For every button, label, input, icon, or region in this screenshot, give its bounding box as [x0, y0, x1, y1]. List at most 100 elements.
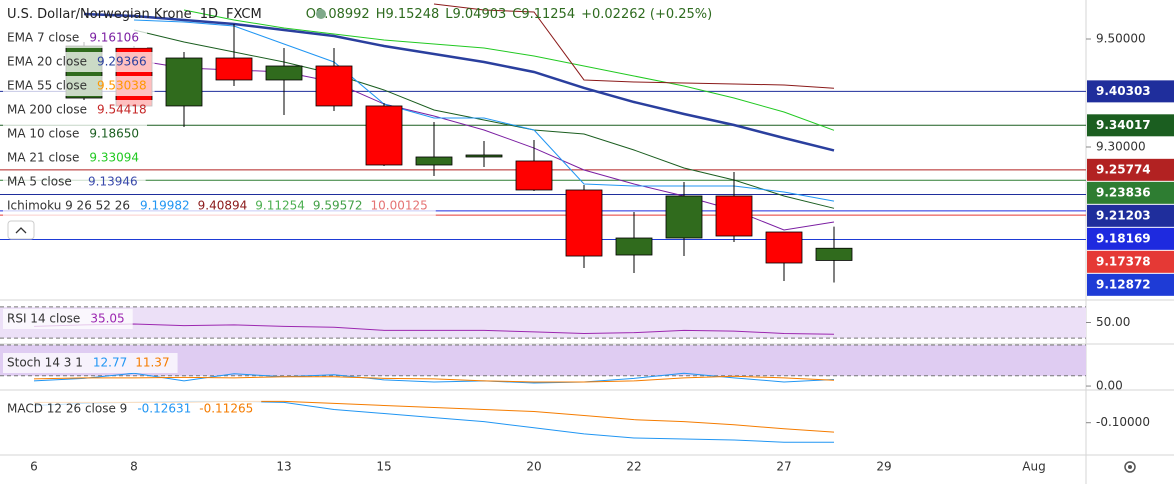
x-tick-label: 20: [526, 460, 541, 474]
legend-background: [3, 124, 147, 144]
legend-row: MA 21 close 9.33094: [3, 148, 147, 168]
legend-background: [3, 196, 436, 216]
legend-row: RSI 14 close 35.05: [3, 309, 133, 329]
candle-body: [815, 247, 853, 261]
indicator-line: [83, 12, 835, 152]
legend-row: Ichimoku 9 26 52 26 9.19982 9.40894 9.11254…: [3, 196, 436, 216]
legend-value: 9.59572: [313, 199, 363, 213]
legend-row: Stoch 14 3 1 12.77 11.37: [3, 353, 178, 373]
ohlc-value: H9.15248: [376, 7, 440, 22]
collapse-button[interactable]: [7, 220, 35, 240]
price-tag: [1087, 204, 1174, 227]
indicator-line: [433, 3, 835, 89]
y-tick-label: -0.10000: [1096, 415, 1150, 429]
candle-body: [315, 65, 353, 107]
price-tag-label: 9.21203: [1096, 208, 1151, 222]
legend-value: 9.13946: [88, 175, 138, 189]
visibility-icon[interactable]: [316, 9, 326, 19]
interval: 1D: [200, 7, 218, 22]
price-tag-label: 9.40303: [1096, 84, 1151, 98]
price-tag: [1087, 158, 1174, 181]
candle-body: [765, 231, 803, 264]
candle-body: [465, 154, 503, 158]
legend-value: -0.11265: [199, 402, 253, 416]
indicator-line: [33, 323, 835, 335]
x-tick-label: 8: [130, 460, 138, 474]
price-pane: [0, 3, 1086, 283]
price-tag-label: 9.12872: [1096, 277, 1151, 291]
x-tick-label: 27: [776, 460, 791, 474]
candle-body: [165, 57, 203, 107]
legend-row: EMA 55 close 9.53038: [3, 76, 155, 96]
y-tick-label: 9.50000: [1096, 31, 1146, 45]
legend-name: MA 200 close: [7, 103, 87, 117]
indicator-line: [133, 29, 835, 209]
candle-body: [615, 237, 653, 256]
indicator-pane: [0, 344, 1086, 384]
legend-background: [3, 309, 133, 329]
y-tick-label: 50.00: [1096, 315, 1130, 329]
x-tick-label: 29: [876, 460, 891, 474]
legend-row: MACD 12 26 close 9 -0.12631 -0.11265: [3, 399, 262, 419]
settings-button[interactable]: [1124, 461, 1136, 473]
legend-background: [3, 353, 178, 373]
price-tag: [1087, 227, 1174, 250]
gear-center[interactable]: [1128, 465, 1132, 469]
candle-body: [265, 65, 303, 81]
legend-value: 9.16106: [89, 31, 139, 45]
price-tag-label: 9.18169: [1096, 231, 1151, 245]
overlay-layer: 6 8 13 15 20 22 27 29 Aug 9.50000 9.30000 9.40303 9.…: [3, 7, 1174, 474]
candle-body: [515, 160, 553, 191]
gear-icon[interactable]: [1124, 461, 1136, 473]
legend-name: EMA 7 close: [7, 31, 79, 45]
legend-value: 11.37: [135, 356, 169, 370]
ohlc-value: C9.11254: [512, 7, 575, 22]
x-tick-label: 13: [276, 460, 291, 474]
y-tick-label: 0.00: [1096, 379, 1123, 393]
candle-body: [415, 156, 453, 166]
candle-body: [215, 57, 253, 81]
legend-name: MA 21 close: [7, 151, 79, 165]
legend-value: 9.54418: [97, 103, 147, 117]
legend-value: 9.29366: [97, 55, 147, 69]
legend-value: 9.40894: [198, 199, 248, 213]
chart-title: U.S. Dollar/Norwegian Krone: [7, 7, 192, 22]
legend-row: EMA 20 close 9.29366: [3, 52, 155, 72]
legend-name: MACD 12 26 close 9: [7, 402, 127, 416]
price-tag: [1087, 250, 1174, 273]
legend-row: MA 5 close 9.13946: [3, 172, 146, 192]
legend-value: 9.53038: [97, 79, 147, 93]
legend-value: 35.05: [90, 312, 124, 326]
y-tick-label: 9.30000: [1096, 140, 1146, 154]
price-tag: [1087, 80, 1174, 103]
candle-body: [365, 105, 403, 166]
legend-value: 9.19982: [140, 199, 190, 213]
legend-value: 10.00125: [371, 199, 428, 213]
price-tag-label: 9.23836: [1096, 185, 1151, 199]
price-tag: [1087, 273, 1174, 296]
indicator-line: [133, 19, 835, 202]
legend-name: Ichimoku 9 26 52 26: [7, 199, 130, 213]
legend-background: [3, 148, 147, 168]
price-tag: [1087, 114, 1174, 137]
chart-header: U.S. Dollar/Norwegian Krone 1D FXCM O9.0899…: [7, 7, 712, 22]
legend-name: RSI 14 close: [7, 312, 80, 326]
x-tick-label: 15: [376, 460, 391, 474]
change-value: +0.02262 (+0.25%): [581, 7, 712, 22]
price-tag-label: 9.25774: [1096, 162, 1151, 176]
price-tag: [1087, 181, 1174, 204]
legend-background: [3, 28, 147, 48]
legend-background: [3, 76, 155, 96]
band-fill: [0, 345, 1086, 376]
ohlc-value: O9.08992: [306, 7, 370, 22]
legend-row: EMA 7 close 9.16106: [3, 28, 147, 48]
legend-value: 9.11254: [255, 199, 305, 213]
legend-row: MA 200 close 9.54418: [3, 100, 155, 120]
legend-name: Stoch 14 3 1: [7, 356, 83, 370]
legend-background: [3, 399, 262, 419]
legend-row: MA 10 close 9.18650: [3, 124, 147, 144]
legend-background: [3, 52, 155, 72]
collapse-icon[interactable]: [15, 227, 27, 234]
x-tick-label: Aug: [1022, 460, 1045, 474]
